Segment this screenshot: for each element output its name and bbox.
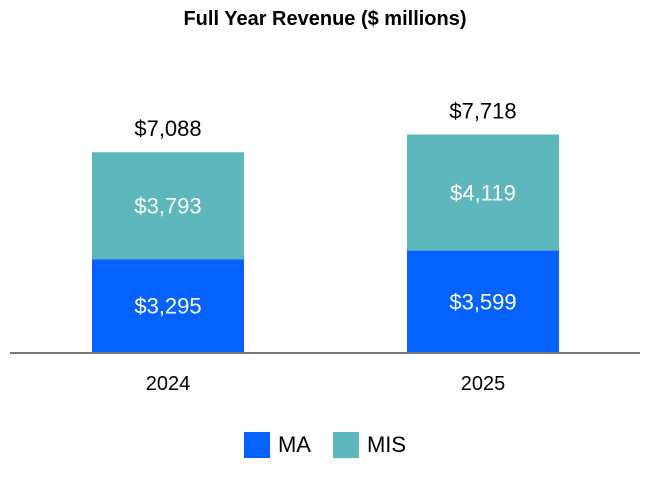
bar-mis-2024 — [92, 152, 244, 260]
chart-title: Full Year Revenue ($ millions) — [183, 8, 467, 30]
legend-label-mis: MIS — [366, 432, 407, 457]
data-label-mis-2024: $3,793 — [134, 194, 201, 219]
legend-item-mis: MIS — [332, 432, 407, 458]
total-label-2024: $7,088 — [134, 116, 201, 141]
data-label-mis-2025: $4,119 — [450, 181, 516, 206]
data-label-ma-2024: $3,295 — [134, 294, 201, 319]
legend-label-ma: MA — [277, 432, 311, 457]
bar-ma-2024 — [92, 259, 244, 352]
total-label-2025: $7,718 — [449, 98, 516, 123]
legend: MA MIS — [0, 432, 650, 458]
bar-mis-2025 — [407, 134, 559, 251]
bar-ma-2025 — [407, 250, 559, 352]
legend-swatch-ma — [243, 432, 270, 458]
x-tick-label-2024: 2024 — [146, 373, 191, 395]
stacked-bar-chart: $3,295 $3,793 $7,088 2024 $3,599 $4,119 $7,718… — [10, 98, 640, 395]
data-label-ma-2025: $3,599 — [449, 289, 516, 314]
legend-item-ma: MA — [243, 432, 311, 458]
legend-swatch-mis — [332, 432, 359, 458]
x-tick-label-2025: 2025 — [461, 373, 506, 395]
